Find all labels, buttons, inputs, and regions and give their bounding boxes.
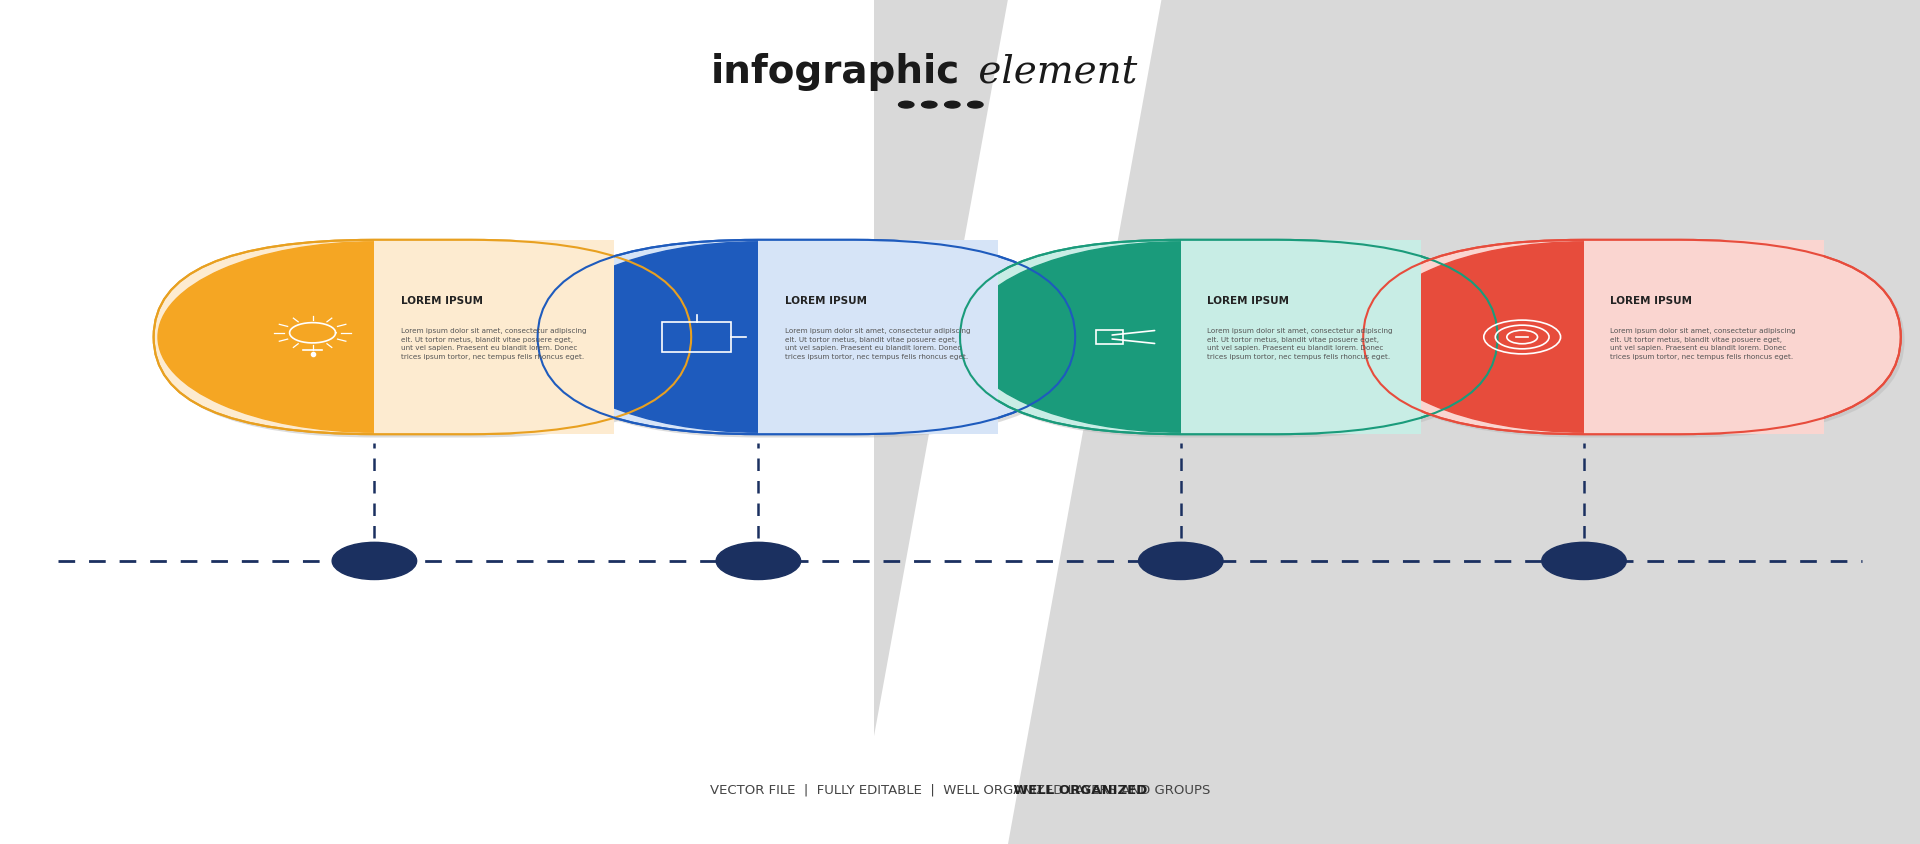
Bar <box>0 0 874 844</box>
Circle shape <box>922 102 937 109</box>
Text: LOREM IPSUM: LOREM IPSUM <box>785 295 868 306</box>
Circle shape <box>945 102 960 109</box>
Text: Lorem ipsum dolor sit amet, consectetur adipiscing
elt. Ut tortor metus, blandit: Lorem ipsum dolor sit amet, consectetur … <box>785 328 970 360</box>
Circle shape <box>716 543 801 580</box>
Bar <box>1584 241 1824 435</box>
Text: Lorem ipsum dolor sit amet, consectetur adipiscing
elt. Ut tortor metus, blandit: Lorem ipsum dolor sit amet, consectetur … <box>401 328 586 360</box>
Circle shape <box>332 543 417 580</box>
FancyBboxPatch shape <box>1363 241 1901 435</box>
FancyBboxPatch shape <box>154 241 691 435</box>
Polygon shape <box>413 0 720 844</box>
Text: WELL ORGANIZED: WELL ORGANIZED <box>774 782 1146 796</box>
Circle shape <box>1542 543 1626 580</box>
FancyBboxPatch shape <box>964 244 1501 438</box>
Bar <box>1096 331 1123 344</box>
Circle shape <box>964 242 1398 433</box>
Circle shape <box>899 102 914 109</box>
FancyBboxPatch shape <box>960 241 1498 435</box>
FancyBboxPatch shape <box>538 241 1075 435</box>
Circle shape <box>541 242 975 433</box>
Text: Lorem ipsum dolor sit amet, consectetur adipiscing
elt. Ut tortor metus, blandit: Lorem ipsum dolor sit amet, consectetur … <box>1208 328 1392 360</box>
Polygon shape <box>854 0 1162 844</box>
Circle shape <box>1139 543 1223 580</box>
FancyBboxPatch shape <box>541 244 1079 438</box>
Text: Lorem ipsum dolor sit amet, consectetur adipiscing
elt. Ut tortor metus, blandit: Lorem ipsum dolor sit amet, consectetur … <box>1611 328 1795 360</box>
Text: LOREM IPSUM: LOREM IPSUM <box>1208 295 1290 306</box>
Bar <box>1181 241 1421 435</box>
FancyBboxPatch shape <box>1367 244 1905 438</box>
Text: infographic: infographic <box>710 53 960 90</box>
Circle shape <box>1367 242 1801 433</box>
Bar <box>758 241 998 435</box>
FancyBboxPatch shape <box>157 244 695 438</box>
Bar <box>662 322 732 353</box>
Circle shape <box>157 242 591 433</box>
Text: LOREM IPSUM: LOREM IPSUM <box>1611 295 1693 306</box>
Text: VECTOR FILE  |  FULLY EDITABLE  |  WELL ORGANIZED LAYERS AND GROUPS: VECTOR FILE | FULLY EDITABLE | WELL ORGA… <box>710 782 1210 796</box>
Circle shape <box>968 102 983 109</box>
Text: element: element <box>966 53 1137 90</box>
Bar <box>374 241 614 435</box>
Text: LOREM IPSUM: LOREM IPSUM <box>401 295 484 306</box>
